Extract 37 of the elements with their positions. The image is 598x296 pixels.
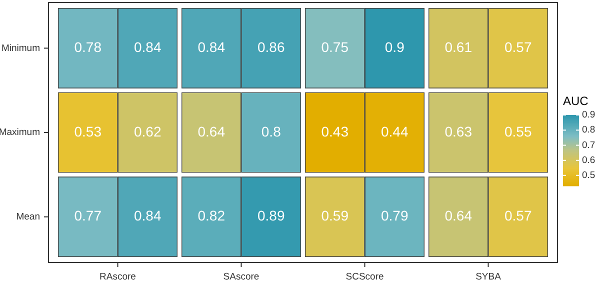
color-bar-label: 0.8 bbox=[582, 124, 596, 136]
text: SYBA bbox=[476, 271, 502, 282]
data-label: 0.84 bbox=[198, 39, 226, 56]
text: SAscore bbox=[223, 271, 260, 282]
data-label: 0.53 bbox=[74, 123, 102, 140]
y-tick-label: Mean bbox=[16, 211, 40, 222]
data-label: 0.77 bbox=[74, 208, 102, 224]
data-label: 0.86 bbox=[258, 39, 285, 56]
data-label: 0.57 bbox=[504, 39, 532, 56]
data-label: 0.64 bbox=[198, 123, 226, 140]
data-label: 0.78 bbox=[74, 39, 102, 56]
color-bar-label: 0.6 bbox=[582, 154, 596, 166]
data-label: 0.61 bbox=[444, 39, 472, 56]
color-bar-label: 0.9 bbox=[582, 110, 596, 121]
data-label: 0.55 bbox=[504, 123, 532, 140]
data-label: 0.75 bbox=[321, 39, 349, 56]
data-label: 0.9 bbox=[384, 39, 405, 56]
data-label: 0.44 bbox=[381, 123, 408, 140]
data-label: 0.64 bbox=[444, 208, 472, 224]
text: RAscore bbox=[100, 271, 136, 282]
data-label: 0.84 bbox=[134, 208, 162, 224]
data-label: 0.57 bbox=[504, 208, 532, 224]
data-label: 0.82 bbox=[198, 208, 226, 224]
data-label: 0.63 bbox=[444, 123, 472, 140]
data-label: 0.59 bbox=[321, 208, 349, 224]
data-label: 0.84 bbox=[134, 39, 162, 56]
color-bar-label: 0.7 bbox=[582, 140, 596, 151]
text: SCScore bbox=[346, 271, 384, 282]
y-tick-label: Maximum bbox=[0, 127, 40, 138]
data-label: 0.89 bbox=[258, 208, 285, 224]
data-label: 0.62 bbox=[134, 123, 162, 140]
y-tick-label: Minimum bbox=[1, 42, 40, 54]
data-label: 0.79 bbox=[381, 208, 408, 224]
color-bar-label: 0.5 bbox=[582, 170, 596, 182]
data-label: 0.43 bbox=[321, 123, 349, 140]
color-bar-title: AUC bbox=[563, 94, 589, 108]
data-label: 0.8 bbox=[261, 123, 282, 140]
